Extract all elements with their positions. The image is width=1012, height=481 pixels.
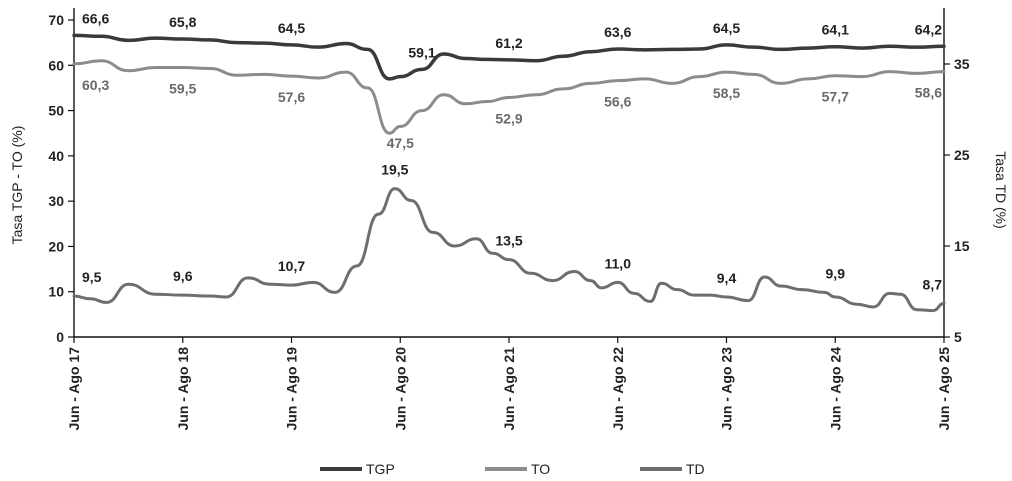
x-tick-label: Jun - Ago 18 [175,347,191,431]
x-tick-label: Jun - Ago 21 [501,347,517,431]
data-label-tgp: 64,1 [822,22,849,38]
left-tick-label: 30 [48,193,64,209]
data-label-tgp: 63,6 [604,24,631,40]
right-tick-label: 15 [954,238,970,254]
data-label-tgp: 64,5 [713,20,740,36]
data-label-td: 19,5 [381,162,408,178]
data-label-to: 58,6 [915,85,942,101]
left-tick-label: 70 [48,12,64,28]
x-tick-label: Jun - Ago 22 [610,347,626,431]
data-label-tgp: 65,8 [169,14,196,30]
left-tick-label: 50 [48,103,64,119]
data-label-td: 9,6 [173,268,193,284]
data-label-tgp: 64,2 [915,21,942,37]
data-label-to: 60,3 [82,77,109,93]
x-tick-label: Jun - Ago 24 [827,347,843,431]
x-tick-label: Jun - Ago 19 [284,347,300,431]
data-label-to: 58,5 [713,85,740,101]
series-line-tgp [72,33,946,81]
left-tick-label: 20 [48,238,64,254]
data-label-to: 52,9 [495,110,522,126]
data-label-to: 47,5 [387,135,414,151]
data-label-td: 8,7 [923,276,943,292]
x-tick-label: Jun - Ago 23 [719,347,735,431]
left-tick-label: 0 [56,329,64,345]
left-tick-label: 10 [48,284,64,300]
chart-legend: TGP TO TD [320,461,705,477]
x-tick-label: Jun - Ago 20 [392,347,408,431]
left-tick-label: 60 [48,57,64,73]
chart-axes: 0 10 20 30 40 50 60 70 5 15 25 35 Jun - Ago 17 Jun - … [48,8,970,431]
series-lines [72,33,946,313]
series-line-to [72,59,946,135]
data-label-td: 10,7 [278,258,305,274]
legend-label-tgp: TGP [366,461,395,477]
right-tick-label: 35 [954,56,970,72]
data-label-td: 9,5 [82,269,102,285]
left-tick-label: 40 [48,148,64,164]
series-line-td [72,187,946,313]
data-label-td: 11,0 [605,255,632,271]
data-label-tgp: 59,1 [408,44,435,60]
data-label-td: 9,9 [826,265,846,281]
data-label-td: 13,5 [495,233,522,249]
data-label-td: 9,4 [717,270,737,286]
right-tick-label: 25 [954,147,970,163]
left-axis-title: Tasa TGP - TO (%) [9,126,25,245]
right-axis-title: Tasa TD (%) [993,151,1009,229]
data-label-tgp: 61,2 [495,35,522,51]
data-label-tgp: 64,5 [278,20,305,36]
data-labels: 66,6 65,8 64,5 59,1 61,2 63,6 64,5 64,1 64,2 60,3… [82,10,942,292]
data-label-to: 59,5 [169,81,196,97]
x-tick-label: Jun - Ago 17 [66,347,82,431]
right-tick-label: 5 [954,329,962,345]
data-label-to: 56,6 [604,94,631,110]
legend-label-td: TD [686,461,705,477]
legend-label-to: TO [531,461,550,477]
data-label-tgp: 66,6 [82,10,109,26]
x-tick-label: Jun - Ago 25 [936,347,952,431]
data-label-to: 57,7 [822,89,849,105]
data-label-to: 57,6 [278,89,305,105]
